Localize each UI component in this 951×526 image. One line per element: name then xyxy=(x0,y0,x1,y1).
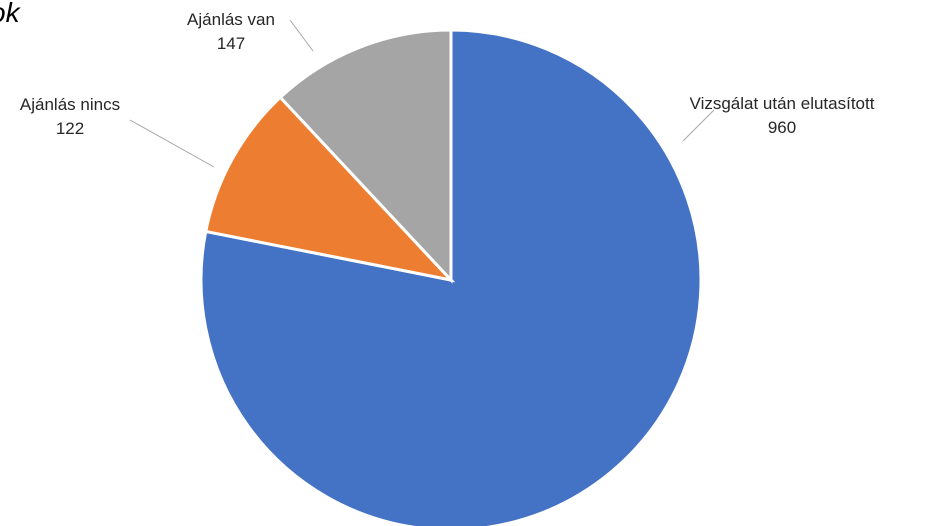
chart-title: ok xyxy=(0,0,22,28)
leader-line xyxy=(129,119,215,168)
data-label-value: 960 xyxy=(768,118,796,137)
leader-line xyxy=(289,19,314,52)
data-label-category: Ajánlás van xyxy=(187,10,275,29)
data-label-value: 122 xyxy=(56,119,84,138)
pie-slices xyxy=(199,28,703,526)
leader-line xyxy=(682,109,715,142)
data-label-category: Ajánlás nincs xyxy=(20,95,120,114)
data-label-category: Vizsgálat után elutasított xyxy=(690,94,875,113)
data-label-value: 147 xyxy=(217,34,245,53)
leader-lines xyxy=(129,19,715,168)
pie-slice xyxy=(278,28,453,284)
data-labels: Vizsgálat után elutasított 960 Ajánlás nin… xyxy=(20,10,875,138)
pie-slice xyxy=(204,95,456,283)
